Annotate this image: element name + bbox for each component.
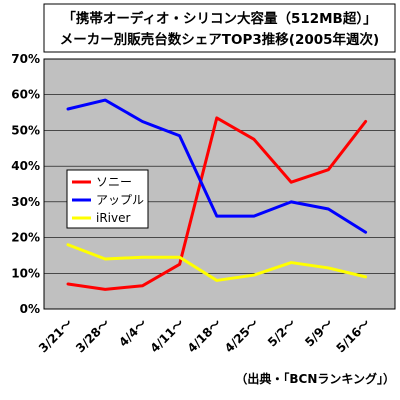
y-tick-label: 20% — [11, 231, 40, 245]
y-tick-label: 30% — [11, 195, 40, 209]
x-tick-label: 5/16～ — [334, 316, 373, 355]
legend-label: ソニー — [96, 175, 132, 189]
legend-label: iRiver — [96, 211, 130, 225]
series-lines — [66, 98, 368, 291]
x-tick-label: 5/2～ — [265, 316, 298, 349]
x-tick-label: 4/18～ — [185, 316, 224, 355]
chart-title: 「携帯オーディオ・シリコン大容量（512MB超）」 メーカー別販売台数シェアTO… — [43, 3, 396, 53]
y-tick-label: 40% — [11, 159, 40, 173]
y-tick-label: 50% — [11, 123, 40, 137]
y-axis-ticks: 0% 10% 20% 30% 40% 50% 60% 70% — [11, 52, 40, 316]
x-tick-label: 4/4～ — [116, 316, 149, 349]
y-tick-label: 60% — [11, 88, 40, 102]
y-tick-label: 0% — [20, 302, 40, 316]
series-line-0 — [66, 116, 368, 291]
chart-title-line-2: メーカー別販売台数シェアTOP3推移(2005年週次) — [60, 31, 379, 48]
chart-title-box — [43, 3, 396, 53]
legend-label: アップル — [96, 193, 144, 207]
source-note: （出典・「BCNランキング」） — [235, 371, 395, 386]
series-line-1 — [66, 98, 368, 234]
series-line-2 — [66, 243, 368, 282]
chart-title-line-1: 「携帯オーディオ・シリコン大容量（512MB超）」 — [62, 10, 376, 27]
gridlines — [44, 94, 395, 274]
x-tick-label: 3/21～ — [36, 316, 75, 355]
x-tick-label: 5/9～ — [302, 316, 335, 349]
x-tick-label: 4/25～ — [222, 316, 261, 355]
x-axis-ticks: 3/21～3/28～ 4/4～4/11～4/18～4/25～ 5/2～ 5/9～5/1… — [36, 316, 373, 355]
y-tick-label: 10% — [11, 266, 40, 280]
x-tick-label: 4/11～ — [148, 316, 187, 355]
x-tick-label: 3/28～ — [73, 316, 112, 355]
y-tick-label: 70% — [11, 52, 40, 66]
